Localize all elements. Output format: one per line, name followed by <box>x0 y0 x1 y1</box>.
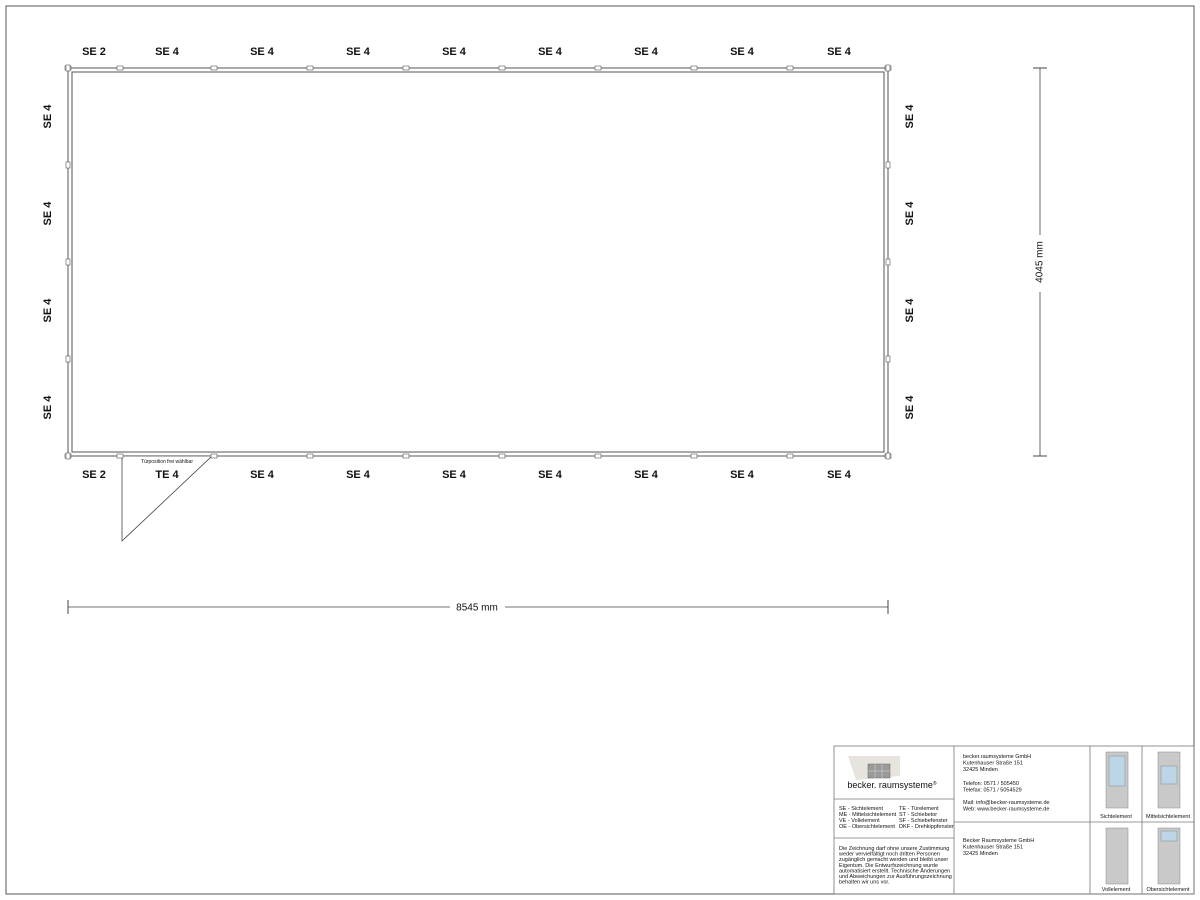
wall-joint <box>498 453 506 459</box>
wall-joint <box>885 258 891 266</box>
legend-entry: ST - Schiebetor <box>899 812 937 818</box>
segment-label: SE 4 <box>538 46 563 58</box>
wall-joint <box>594 453 602 459</box>
wall-joint <box>402 65 410 71</box>
wall-joint <box>65 161 71 169</box>
segment-label: SE 4 <box>730 46 755 58</box>
wall-joint <box>885 452 891 460</box>
segment-label: SE 4 <box>904 298 916 323</box>
wall-joint <box>210 65 218 71</box>
client-address-line: Becker Raumsysteme GmbH <box>963 838 1034 844</box>
segment-label: SE 4 <box>346 469 371 481</box>
element-caption: Obersichtelement <box>1146 887 1190 893</box>
wall-joint <box>885 64 891 72</box>
wall-joint <box>65 258 71 266</box>
segment-label: SE 4 <box>42 395 54 420</box>
inner-wall <box>71 71 885 453</box>
address-line: Kutenhauser Straße 151 <box>963 761 1023 767</box>
wall-joint <box>786 453 794 459</box>
segment-label: SE 4 <box>827 469 852 481</box>
wall-joint <box>306 453 314 459</box>
element-caption: Sichtelement <box>1100 814 1132 820</box>
client-address-line: 32425 Minden <box>963 851 998 857</box>
logo-mark: ® <box>933 780 937 787</box>
disclaimer-line: Eigentum. Die Entwurfszeichnung wurde <box>839 863 938 869</box>
segment-label: SE 4 <box>155 46 180 58</box>
wall-joint <box>65 64 71 72</box>
segment-label: SE 4 <box>42 201 54 226</box>
segment-label: SE 4 <box>442 46 467 58</box>
segment-label: SE 4 <box>904 201 916 226</box>
logo-text: becker. raumsysteme® <box>847 780 937 790</box>
disclaimer-line: und Abweichungen zur Ausführungszeichnun… <box>839 874 952 880</box>
wall-joint <box>116 65 124 71</box>
disclaimer-line: Die Zeichnung darf ohne unsere Zustimmun… <box>839 846 949 852</box>
disclaimer-line: weder vervielfältigt noch dritten Person… <box>838 852 940 858</box>
segment-label: SE 4 <box>904 104 916 129</box>
logo-name: becker. raumsysteme <box>847 780 933 790</box>
segment-label: SE 4 <box>538 469 563 481</box>
address-line: Mail: info@becker-raumsysteme.de <box>963 800 1050 806</box>
legend-entry: VE - Vollelement <box>839 818 880 824</box>
wall-joint <box>306 65 314 71</box>
element-images <box>1105 751 1181 885</box>
segment-label: SE 4 <box>346 46 371 58</box>
wall-joint <box>885 355 891 363</box>
legend-entry: TE - Türelement <box>899 806 939 812</box>
wall-joint <box>210 453 218 459</box>
address-line: Telefon: 0571 / 505450 <box>963 781 1019 787</box>
wall-joint <box>65 355 71 363</box>
element-caption: Vollelement <box>1102 887 1131 893</box>
disclaimer-line: automatisiert erstellt. Technische Änder… <box>839 867 950 874</box>
wall-joint <box>65 452 71 460</box>
legend-entry: DKF - Drehkippfenster <box>899 824 954 830</box>
segment-label: SE 4 <box>442 469 467 481</box>
wall-joint <box>690 65 698 71</box>
element-caption: Mittelsichtelement <box>1146 814 1190 820</box>
segment-label: SE 4 <box>42 298 54 323</box>
wall-joint <box>690 453 698 459</box>
title-block-frame <box>833 745 1195 895</box>
width-dimension: 8545 mm <box>456 603 498 614</box>
segment-label: SE 2 <box>82 46 106 58</box>
wall-joint <box>116 453 124 459</box>
outer-wall <box>67 67 889 457</box>
address-line: becker.raumsysteme GmbH <box>963 754 1031 760</box>
client-address-line: Kutenhauser Straße 151 <box>963 845 1023 851</box>
wall-joint <box>594 65 602 71</box>
door-swing <box>121 455 214 542</box>
address-line: Telefax: 0571 / 5054529 <box>963 788 1022 794</box>
depth-dimension: 4045 mm <box>1035 241 1046 283</box>
segment-label: SE 4 <box>42 104 54 129</box>
sheet-border <box>5 5 1195 895</box>
address-line: Web: www.becker-raumsysteme.de <box>963 807 1049 813</box>
segment-label: SE 4 <box>250 469 275 481</box>
segment-label: SE 4 <box>730 469 755 481</box>
wall-joint <box>498 65 506 71</box>
legend-entry: SF - Schiebefenster <box>899 818 948 824</box>
segment-label: SE 2 <box>82 469 106 481</box>
door-note: Türposition frei wählbar <box>141 459 193 465</box>
segment-label: SE 4 <box>634 46 659 58</box>
logo-graphic <box>848 756 900 780</box>
segment-label: SE 4 <box>634 469 659 481</box>
wall-joint <box>885 161 891 169</box>
segment-label: SE 4 <box>827 46 852 58</box>
address-line: 32425 Minden <box>963 767 998 773</box>
segment-label: SE 4 <box>904 395 916 420</box>
legend-entry: ME - Mittelsichtelement <box>839 812 897 818</box>
segment-label: TE 4 <box>155 469 179 481</box>
disclaimer-line: zugänglich gemacht werden und bleibt uns… <box>839 857 948 863</box>
wall-joint <box>786 65 794 71</box>
wall-joint <box>402 453 410 459</box>
segment-label: SE 4 <box>250 46 275 58</box>
legend-entry: SE - Sichtelement <box>839 806 883 812</box>
legend-entry: OE - Obersichtelement <box>839 824 895 830</box>
disclaimer-line: behalten wir uns vor. <box>839 880 890 886</box>
